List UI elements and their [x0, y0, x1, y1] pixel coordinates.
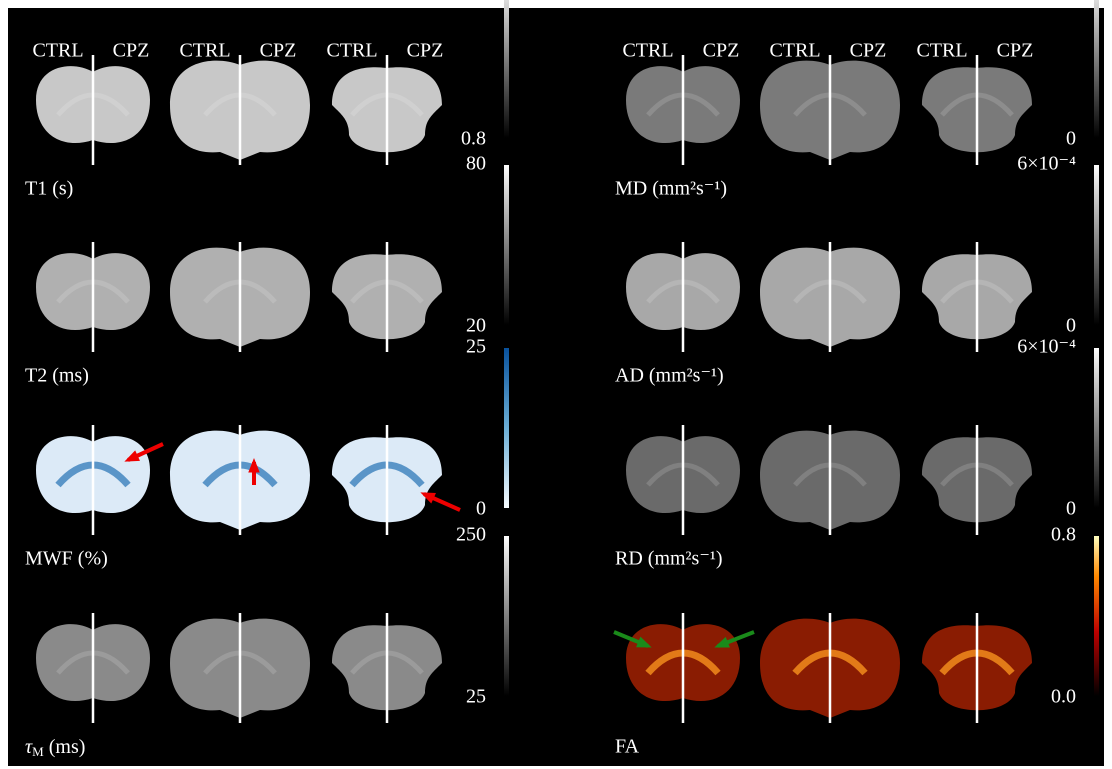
colorbar-max: 250 [456, 524, 486, 546]
panel-label: T1 (s) [25, 178, 73, 200]
header-cpz: CPZ [997, 40, 1034, 62]
header-ctrl: CTRL [326, 40, 377, 62]
colorbar-min: 25 [466, 686, 486, 708]
colorbar [504, 0, 509, 138]
colorbar [504, 536, 509, 696]
colorbar-min: 20 [466, 315, 486, 337]
header-cpz: CPZ [260, 40, 297, 62]
panel-label: MD (mm²s⁻¹) [615, 178, 727, 200]
colorbar-min: 0 [1066, 128, 1076, 150]
colorbar-max: 0.8 [1051, 524, 1076, 546]
colorbar-min: 0.8 [461, 128, 486, 150]
colorbar [1094, 536, 1099, 696]
colorbar-max: 6×10⁻⁴ [1017, 336, 1076, 358]
colorbar-max: 25 [466, 336, 486, 358]
header-ctrl: CTRL [32, 40, 83, 62]
panel-label: AD (mm²s⁻¹) [615, 365, 724, 387]
colorbar [1094, 165, 1099, 325]
colorbar-max: 6×10⁻⁴ [1017, 153, 1076, 175]
colorbar-min: 0 [476, 498, 486, 520]
colorbar-min: 0.0 [1051, 686, 1076, 708]
colorbar [504, 348, 509, 508]
figure: CTRLCPZCTRLCPZCTRLCPZT1 (s)1.40.8CTRLCPZ… [0, 0, 1112, 769]
panel-label: T2 (ms) [25, 365, 89, 387]
colorbar [504, 165, 509, 325]
label-sub: M [32, 744, 44, 759]
header-cpz: CPZ [407, 40, 444, 62]
colorbar [1094, 0, 1099, 138]
colorbar-max: 80 [466, 153, 486, 175]
panel-label: FA [615, 736, 640, 758]
colorbar [1094, 348, 1099, 508]
colorbar-min: 0 [1066, 315, 1076, 337]
panel-label: MWF (%) [25, 548, 108, 570]
header-cpz: CPZ [703, 40, 740, 62]
panel-label: RD (mm²s⁻¹) [615, 548, 723, 570]
header-ctrl: CTRL [769, 40, 820, 62]
colorbar-min: 0 [1066, 498, 1076, 520]
header-ctrl: CTRL [916, 40, 967, 62]
label-rest: (ms) [44, 736, 86, 758]
header-cpz: CPZ [850, 40, 887, 62]
header-ctrl: CTRL [622, 40, 673, 62]
header-ctrl: CTRL [179, 40, 230, 62]
header-cpz: CPZ [113, 40, 150, 62]
